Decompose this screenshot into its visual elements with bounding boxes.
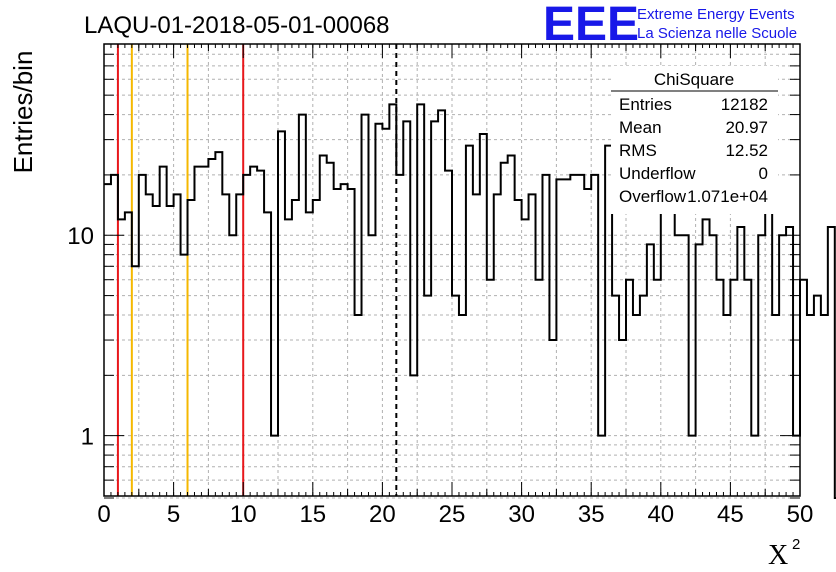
stats-value-underflow: 0 bbox=[759, 164, 768, 183]
x-tick-label: 30 bbox=[508, 501, 535, 528]
stats-label-entries: Entries bbox=[619, 95, 672, 114]
stats-value-overflow: 1.071e+04 bbox=[687, 187, 768, 206]
histogram-outline bbox=[104, 103, 836, 499]
logo-line2: La Scienza nelle Scuole bbox=[637, 25, 797, 42]
stats-label-mean: Mean bbox=[619, 118, 662, 137]
stats-box: ChiSquare Entries 12182 Mean 20.97 RMS 1… bbox=[611, 66, 778, 214]
y-tick-labels: 1 10 bbox=[67, 223, 94, 450]
x-tick-label: 50 bbox=[787, 501, 814, 528]
x-tick-label: 10 bbox=[230, 501, 257, 528]
x-tick-label: 5 bbox=[167, 501, 180, 528]
stats-label-overflow: Overflow bbox=[619, 187, 687, 206]
x-axis-label-superscript: 2 bbox=[792, 536, 800, 553]
stats-label-underflow: Underflow bbox=[619, 164, 696, 183]
cut-lines bbox=[116, 44, 398, 496]
x-tick-label: 20 bbox=[369, 501, 396, 528]
stats-label-rms: RMS bbox=[619, 141, 657, 160]
x-axis-label-text: X bbox=[768, 540, 788, 571]
eee-logo: EEE Extreme Energy Events La Scienza nel… bbox=[543, 0, 797, 51]
x-tick-label: 0 bbox=[97, 501, 110, 528]
y-tick-label: 1 bbox=[81, 424, 94, 451]
logo-line1: Extreme Energy Events bbox=[637, 6, 795, 23]
x-tick-label: 35 bbox=[578, 501, 605, 528]
x-tick-label: 25 bbox=[439, 501, 466, 528]
logo-mark: EEE bbox=[543, 0, 639, 51]
x-axis-label: X 2 bbox=[768, 536, 800, 571]
y-axis-label: Entries/bin bbox=[8, 51, 38, 174]
chart-title: LAQU-01-2018-05-01-00068 bbox=[84, 12, 390, 39]
stats-title: ChiSquare bbox=[654, 70, 734, 89]
y-tick-label: 10 bbox=[67, 223, 94, 250]
x-tick-label: 45 bbox=[717, 501, 744, 528]
x-tick-labels: 0 5 10 15 20 25 30 35 40 45 50 bbox=[97, 501, 813, 528]
axis-ticks bbox=[103, 43, 801, 499]
stats-value-rms: 12.52 bbox=[725, 141, 768, 160]
x-tick-label: 40 bbox=[647, 501, 674, 528]
x-tick-label: 15 bbox=[299, 501, 326, 528]
stats-value-mean: 20.97 bbox=[725, 118, 768, 137]
stats-value-entries: 12182 bbox=[721, 95, 768, 114]
